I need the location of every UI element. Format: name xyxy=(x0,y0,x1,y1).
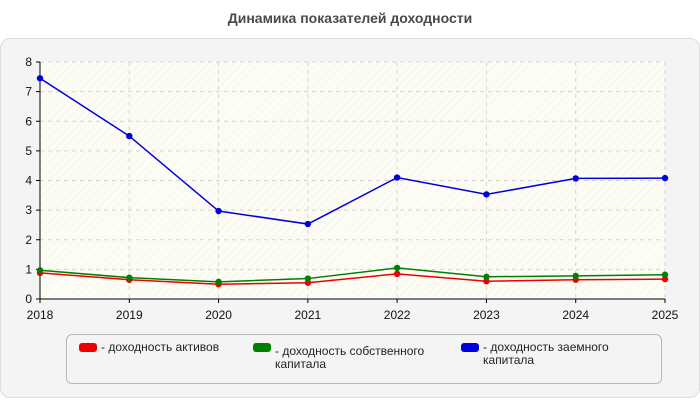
data-point-debt xyxy=(393,174,401,181)
x-tick-label: 2021 xyxy=(295,308,322,322)
legend-label-debt: - доходность заемного капитала xyxy=(483,340,609,367)
data-point-debt xyxy=(215,207,222,215)
data-point-assets xyxy=(393,270,401,278)
y-tick-label: 2 xyxy=(25,233,32,247)
x-tick-label: 2019 xyxy=(116,308,143,322)
legend-label-equity: - доходность собственного капитала xyxy=(275,344,425,371)
legend-swatch-equity xyxy=(253,343,271,352)
legend-label-assets: - доходность активов xyxy=(101,340,220,354)
data-point-equity xyxy=(215,278,222,286)
x-tick-label: 2020 xyxy=(205,308,232,322)
data-point-equity xyxy=(304,275,312,282)
data-point-debt xyxy=(483,191,490,198)
y-tick-label: 5 xyxy=(25,144,32,158)
x-tick-label: 2024 xyxy=(562,308,589,322)
y-tick-label: 3 xyxy=(25,203,32,217)
x-tick-label: 2018 xyxy=(27,308,54,322)
data-point-equity xyxy=(572,272,579,280)
x-tick-label: 2023 xyxy=(473,308,500,322)
data-point-assets xyxy=(661,275,669,283)
y-tick-label: 6 xyxy=(25,114,32,128)
x-tick-label: 2025 xyxy=(652,308,679,322)
y-tick-label: 7 xyxy=(25,85,32,99)
data-point-equity xyxy=(36,267,44,274)
series-line-equity xyxy=(39,267,666,283)
series-line-assets xyxy=(39,272,666,285)
data-point-debt xyxy=(36,75,44,82)
y-tick-label: 1 xyxy=(25,262,32,276)
legend-swatch-assets xyxy=(79,343,97,352)
data-point-debt xyxy=(304,220,312,228)
data-point-equity xyxy=(126,274,133,281)
data-point-equity xyxy=(393,264,401,272)
x-tick-label: 2022 xyxy=(384,308,411,322)
data-point-equity xyxy=(483,273,490,280)
legend-swatch-debt xyxy=(461,343,479,352)
data-point-assets xyxy=(483,278,490,285)
data-point-equity xyxy=(661,271,669,278)
y-tick-label: 0 xyxy=(25,292,32,306)
legend: - доходность активов - доходность собств… xyxy=(66,334,662,384)
y-tick-label: 8 xyxy=(25,55,32,69)
data-point-debt xyxy=(126,132,133,140)
data-point-debt xyxy=(661,174,669,182)
y-tick-label: 4 xyxy=(25,174,32,188)
series-line-debt xyxy=(39,77,666,225)
data-point-debt xyxy=(572,175,579,182)
chart-title: Динамика показателей доходности xyxy=(227,10,473,26)
